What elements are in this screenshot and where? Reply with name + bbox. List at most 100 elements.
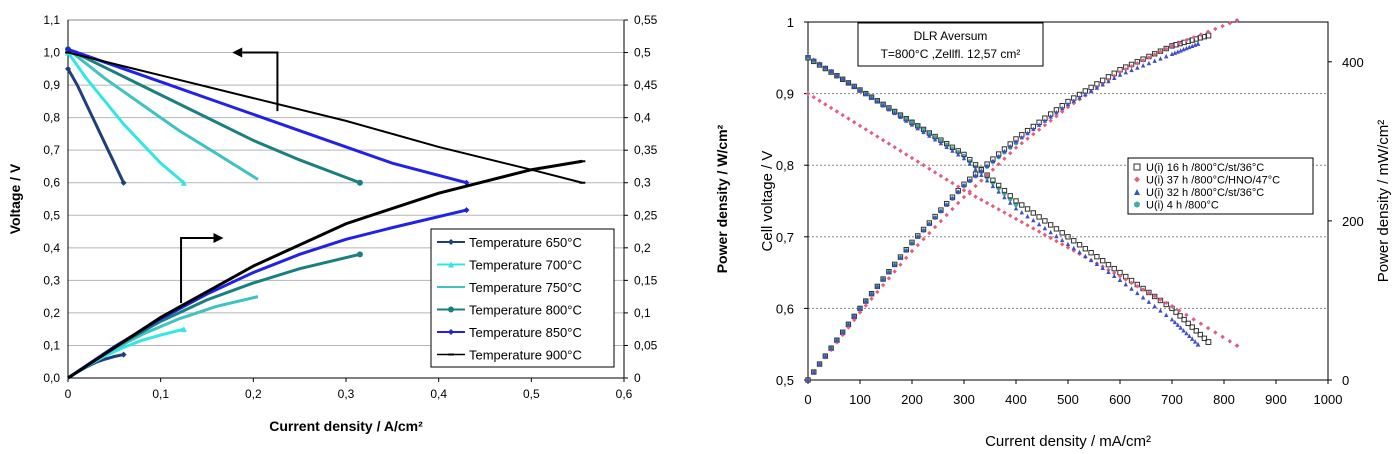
data-point — [863, 303, 868, 308]
data-point — [1071, 98, 1076, 103]
data-point — [1192, 339, 1198, 344]
data-point — [1082, 246, 1089, 252]
legend-label: Temperature 900°C — [469, 348, 582, 363]
x-tick-label: 0,4 — [430, 387, 447, 401]
data-point — [1184, 330, 1189, 336]
data-point — [1164, 53, 1169, 59]
data-point — [1048, 118, 1053, 123]
legend-label: Temperature 750°C — [469, 280, 582, 295]
data-point — [846, 322, 851, 327]
data-point — [915, 234, 920, 239]
power-line-4 — [67, 208, 467, 380]
data-point — [1177, 40, 1182, 46]
data-point — [1071, 245, 1076, 251]
data-point — [996, 207, 1001, 212]
data-point — [1227, 21, 1232, 26]
data-point — [1129, 286, 1134, 291]
data-point — [1140, 58, 1146, 63]
data-point — [1146, 55, 1152, 60]
x-tick-label: 700 — [1161, 392, 1183, 407]
data-point — [823, 64, 828, 70]
data-point — [448, 261, 454, 268]
y-tick-label: 0,4 — [43, 241, 60, 255]
data-point — [995, 182, 1002, 189]
data-point — [967, 161, 972, 166]
x-tick-label: 0 — [65, 387, 72, 401]
data-point — [1135, 61, 1140, 66]
data-point — [956, 184, 961, 189]
data-point — [932, 170, 938, 175]
arrow-head-left — [232, 47, 243, 58]
data-point — [1198, 32, 1204, 37]
y2-tick-label: 0,2 — [634, 241, 651, 255]
data-point — [880, 277, 886, 282]
voltage-line-0 — [66, 68, 125, 184]
data-point — [1031, 226, 1036, 231]
data-point — [996, 161, 1001, 167]
title-line-1: DLR Aversum — [914, 29, 988, 43]
data-point — [1184, 45, 1189, 51]
title-line-2: T=800°C ,Zellfl. 12,57 cm² — [881, 47, 1021, 61]
data-point — [834, 338, 840, 343]
data-point — [892, 145, 897, 150]
right-chart: 0,5 0,6 0,7 0,8 0,9 1 0 200 400 0 100 200 300 400 500 6… — [759, 15, 1392, 450]
data-point — [1178, 48, 1183, 53]
data-point — [915, 125, 920, 131]
data-point — [1013, 198, 1019, 204]
y-tick-label: 0,9 — [776, 87, 794, 102]
y2-tick-label: 0,4 — [634, 111, 651, 125]
legend-label: Temperature 650°C — [469, 235, 582, 250]
data-point — [1172, 319, 1178, 325]
data-point — [1193, 328, 1199, 334]
data-point — [938, 208, 944, 214]
data-point — [904, 255, 909, 261]
data-point — [1042, 225, 1048, 231]
arrow-head-right — [213, 233, 224, 244]
voltage-line-2 — [67, 48, 259, 181]
data-point — [950, 195, 955, 201]
y-tick-label: 0,5 — [43, 208, 60, 222]
data-point — [1140, 295, 1146, 300]
data-point — [65, 46, 71, 53]
data-point — [1025, 223, 1030, 228]
data-point — [1088, 257, 1094, 263]
data-point — [961, 155, 967, 161]
title-box — [857, 22, 1044, 67]
power-line-3 — [67, 252, 361, 380]
data-point — [1054, 113, 1059, 119]
data-point — [1094, 85, 1100, 90]
y-tick-label: 0,0 — [43, 371, 60, 385]
data-point — [921, 163, 926, 168]
data-point — [1152, 303, 1157, 309]
data-point — [1117, 69, 1123, 75]
voltage-line-3 — [67, 47, 361, 185]
data-point — [1105, 261, 1112, 268]
data-point — [1135, 290, 1140, 296]
data-point — [1083, 91, 1088, 97]
data-point — [938, 218, 944, 224]
data-point — [898, 262, 903, 267]
y-tick-label: 0,7 — [43, 143, 60, 157]
x-tick-label: 0,3 — [338, 387, 355, 401]
data-point — [909, 248, 915, 254]
data-point — [1054, 233, 1059, 239]
data-point — [944, 202, 949, 207]
data-point — [984, 172, 990, 178]
data-point — [1060, 237, 1065, 243]
data-point — [1112, 270, 1117, 276]
data-point — [1152, 294, 1157, 299]
power-line-2 — [67, 295, 259, 380]
data-point — [1060, 109, 1065, 114]
series-1 — [805, 18, 1240, 383]
data-point — [1133, 163, 1141, 171]
data-point — [967, 189, 972, 194]
data-point — [1106, 78, 1111, 84]
data-point — [834, 109, 840, 114]
data-point — [979, 197, 984, 203]
data-point — [1060, 105, 1065, 111]
data-point — [811, 94, 816, 100]
data-point — [1177, 308, 1182, 313]
data-point — [1164, 46, 1169, 51]
y2-tick-label: 0,25 — [634, 208, 658, 222]
